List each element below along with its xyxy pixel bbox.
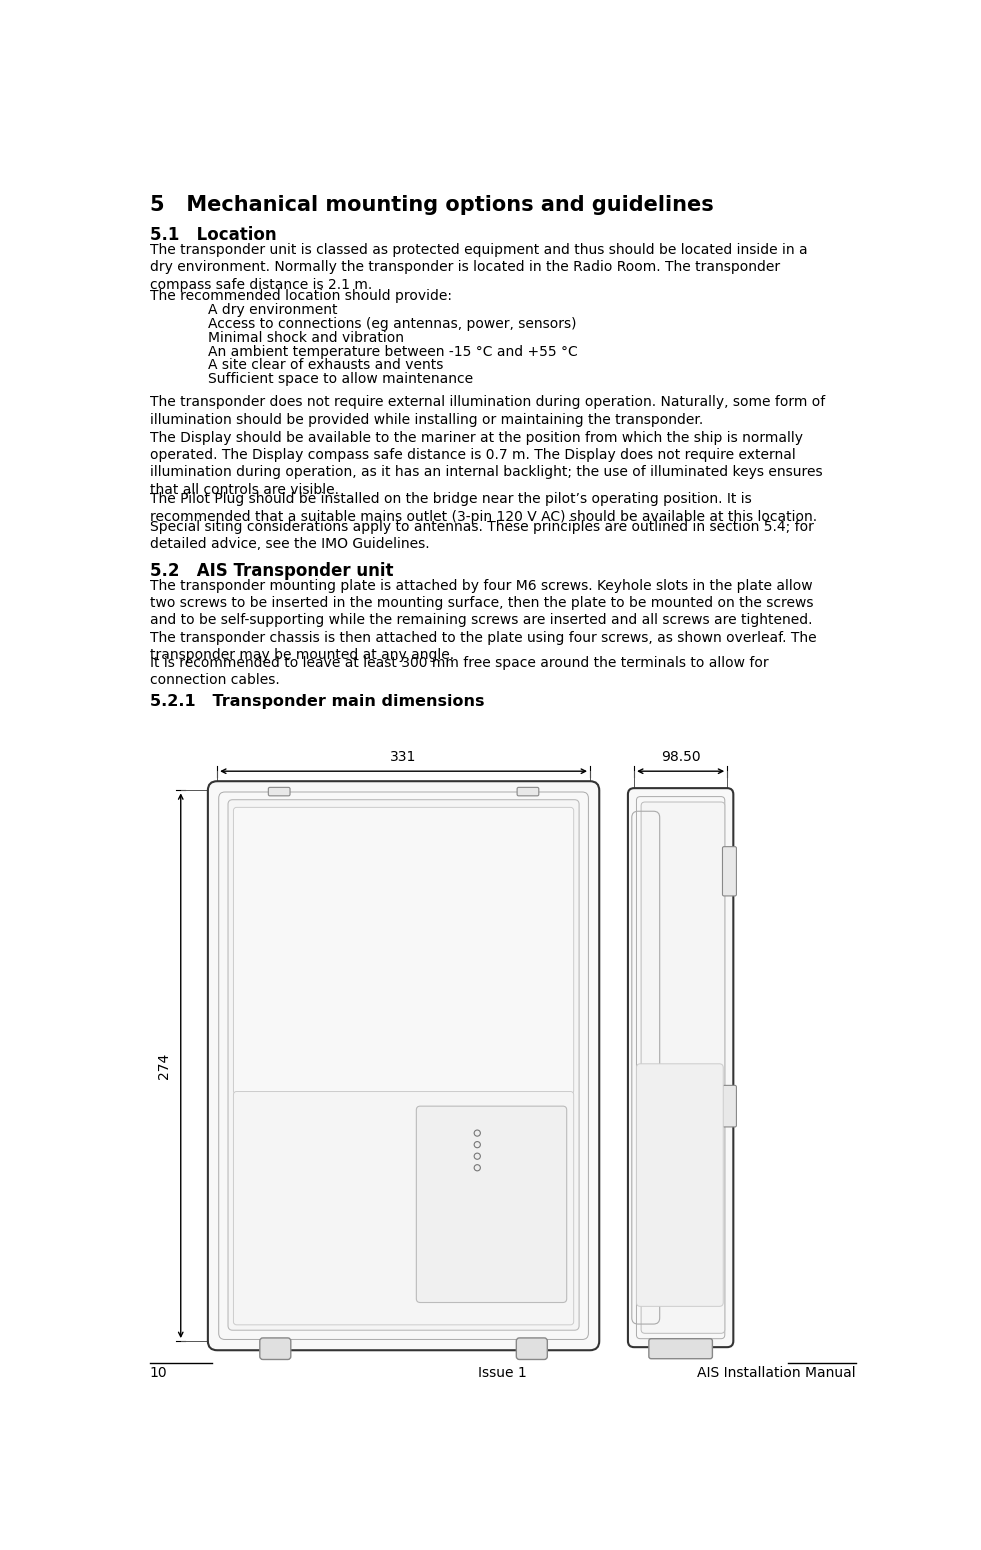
Text: The recommended location should provide:: The recommended location should provide: bbox=[150, 290, 451, 304]
Text: It is recommended to leave at least 300 mm free space around the terminals to al: It is recommended to leave at least 300 … bbox=[150, 656, 768, 687]
Text: The transponder does not require external illumination during operation. Natural: The transponder does not require externa… bbox=[150, 395, 825, 426]
Text: Special siting considerations apply to antennas. These principles are outlined i: Special siting considerations apply to a… bbox=[150, 521, 813, 552]
Circle shape bbox=[474, 1130, 481, 1136]
Text: Issue 1: Issue 1 bbox=[478, 1366, 527, 1380]
Text: AIS Installation Manual: AIS Installation Manual bbox=[697, 1366, 855, 1380]
Text: Access to connections (eg antennas, power, sensors): Access to connections (eg antennas, powe… bbox=[208, 316, 577, 330]
Circle shape bbox=[474, 1153, 481, 1159]
FancyBboxPatch shape bbox=[722, 1085, 737, 1127]
Text: 5   Mechanical mounting options and guidelines: 5 Mechanical mounting options and guidel… bbox=[150, 195, 713, 215]
Text: 10: 10 bbox=[150, 1366, 168, 1380]
Text: An ambient temperature between -15 °C and +55 °C: An ambient temperature between -15 °C an… bbox=[208, 344, 578, 358]
FancyBboxPatch shape bbox=[269, 787, 290, 795]
Text: 5.2.1   Transponder main dimensions: 5.2.1 Transponder main dimensions bbox=[150, 694, 485, 710]
FancyBboxPatch shape bbox=[628, 787, 734, 1347]
Text: 5.1   Location: 5.1 Location bbox=[150, 226, 277, 243]
Text: The transponder mounting plate is attached by four M6 screws. Keyhole slots in t: The transponder mounting plate is attach… bbox=[150, 578, 816, 662]
FancyBboxPatch shape bbox=[208, 781, 599, 1350]
FancyBboxPatch shape bbox=[517, 787, 539, 795]
Text: 331: 331 bbox=[390, 750, 417, 764]
Text: Minimal shock and vibration: Minimal shock and vibration bbox=[208, 330, 404, 344]
Text: A dry environment: A dry environment bbox=[208, 304, 337, 318]
FancyBboxPatch shape bbox=[648, 1339, 712, 1359]
FancyBboxPatch shape bbox=[722, 846, 737, 896]
Text: Sufficient space to allow maintenance: Sufficient space to allow maintenance bbox=[208, 372, 473, 386]
FancyBboxPatch shape bbox=[642, 801, 725, 1333]
FancyBboxPatch shape bbox=[416, 1107, 567, 1302]
FancyBboxPatch shape bbox=[233, 1091, 574, 1325]
FancyBboxPatch shape bbox=[516, 1338, 547, 1359]
Text: 5.2   AIS Transponder unit: 5.2 AIS Transponder unit bbox=[150, 561, 393, 580]
Text: A site clear of exhausts and vents: A site clear of exhausts and vents bbox=[208, 358, 443, 372]
Circle shape bbox=[474, 1164, 481, 1170]
FancyBboxPatch shape bbox=[233, 808, 574, 1094]
Text: The transponder unit is classed as protected equipment and thus should be locate: The transponder unit is classed as prote… bbox=[150, 243, 807, 291]
Text: The Display should be available to the mariner at the position from which the sh: The Display should be available to the m… bbox=[150, 431, 822, 496]
Text: The Pilot Plug should be installed on the bridge near the pilot’s operating posi: The Pilot Plug should be installed on th… bbox=[150, 493, 817, 524]
Text: 98.50: 98.50 bbox=[661, 750, 700, 764]
Text: 274: 274 bbox=[157, 1052, 172, 1079]
FancyBboxPatch shape bbox=[228, 800, 579, 1330]
FancyBboxPatch shape bbox=[637, 1063, 723, 1307]
FancyBboxPatch shape bbox=[260, 1338, 290, 1359]
Circle shape bbox=[474, 1141, 481, 1147]
